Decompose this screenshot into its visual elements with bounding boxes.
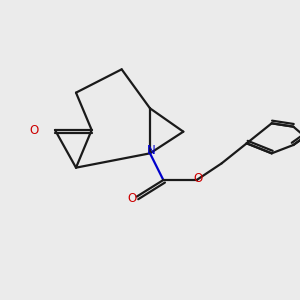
Text: O: O xyxy=(194,172,203,185)
Text: O: O xyxy=(128,192,137,205)
Text: O: O xyxy=(29,124,39,136)
Text: N: N xyxy=(147,144,156,157)
